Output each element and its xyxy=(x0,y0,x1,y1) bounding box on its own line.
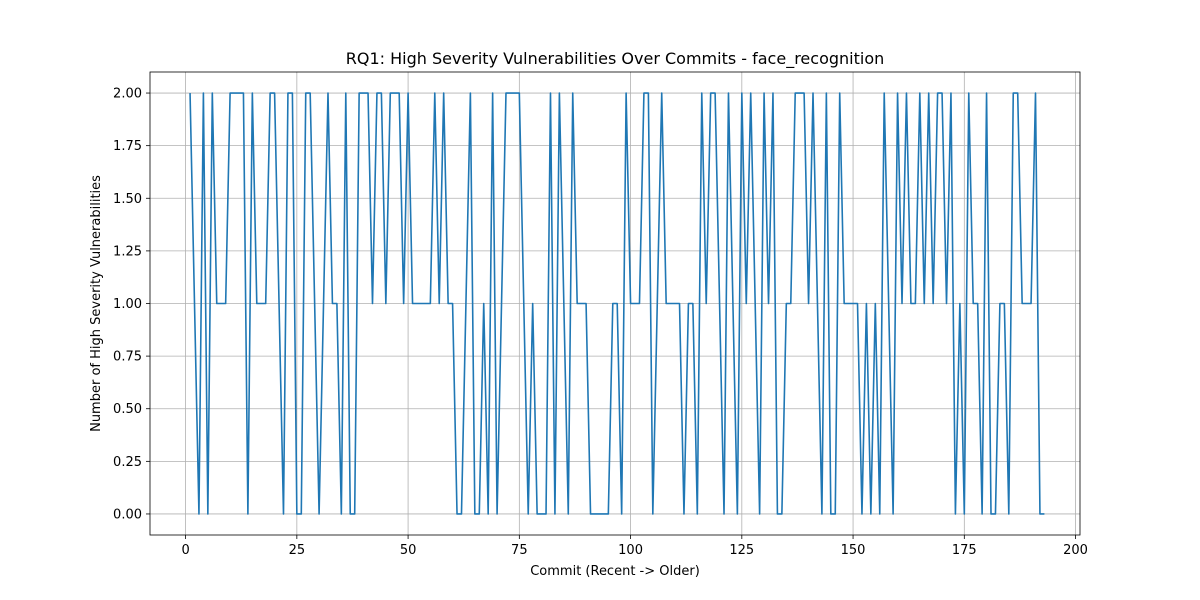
y-tick-label: 0.25 xyxy=(113,455,142,470)
x-tick-label: 75 xyxy=(511,543,528,558)
y-tick-label: 1.00 xyxy=(113,297,142,312)
x-tick-label: 100 xyxy=(618,543,643,558)
data-series xyxy=(189,92,1045,515)
x-axis-title: Commit (Recent -> Older) xyxy=(530,564,700,579)
x-tick-label: 0 xyxy=(181,543,189,558)
x-tick-label: 150 xyxy=(841,543,866,558)
y-tick-label: 0.50 xyxy=(113,402,142,417)
x-tick-label: 50 xyxy=(400,543,417,558)
y-tick-label: 0.75 xyxy=(113,350,142,365)
axis-ticks: 0 25 50 75 100 125 150 175 200 0.00 0.25 0.50 0.75 1.… xyxy=(113,87,1088,558)
chart-title: RQ1: High Severity Vulnerabilities Over … xyxy=(346,49,885,69)
x-tick-label: 25 xyxy=(289,543,306,558)
y-tick-label: 1.25 xyxy=(113,244,142,259)
y-tick-label: 1.75 xyxy=(113,139,142,154)
y-axis-title: Number of High Severity Vulnerabilities xyxy=(89,175,104,432)
y-tick-label: 1.50 xyxy=(113,192,142,207)
x-tick-label: 125 xyxy=(729,543,754,558)
x-tick-label: 200 xyxy=(1063,543,1088,558)
y-tick-label: 2.00 xyxy=(113,87,142,102)
x-tick-label: 175 xyxy=(952,543,977,558)
y-tick-label: 0.00 xyxy=(113,507,142,522)
